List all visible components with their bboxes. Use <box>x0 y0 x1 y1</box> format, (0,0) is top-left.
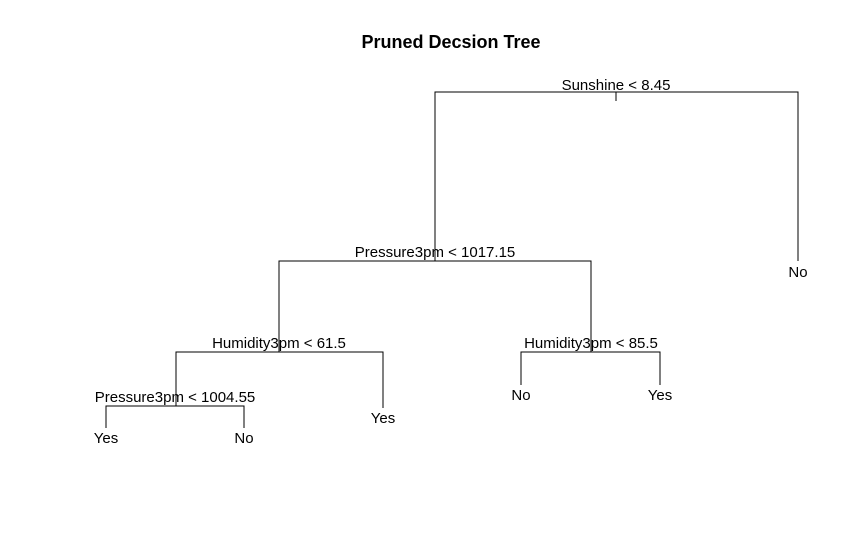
leaf-humidity-61-right: Yes <box>371 410 395 427</box>
leaf-humidity-85-right: Yes <box>648 387 672 404</box>
split-label-humidity-61: Humidity3pm < 61.5 <box>212 335 346 352</box>
leaf-pressure-1004-right: No <box>234 430 253 447</box>
leaf-root-right: No <box>788 264 807 281</box>
leaf-pressure-1004-left: Yes <box>94 430 118 447</box>
pressure-1004-branch <box>105 405 245 428</box>
root-branch <box>434 91 799 261</box>
split-label-pressure-1004: Pressure3pm < 1004.55 <box>95 389 256 406</box>
split-label-pressure-1017: Pressure3pm < 1017.15 <box>355 244 516 261</box>
split-label-humidity-85: Humidity3pm < 85.5 <box>524 335 658 352</box>
split-label-root: Sunshine < 8.45 <box>562 77 671 94</box>
humidity-61-branch <box>175 351 384 408</box>
leaf-humidity-85-left: No <box>511 387 530 404</box>
pressure-branch <box>278 260 592 352</box>
humidity-85-branch <box>520 351 661 385</box>
plot-title: Pruned Decsion Tree <box>361 32 540 52</box>
